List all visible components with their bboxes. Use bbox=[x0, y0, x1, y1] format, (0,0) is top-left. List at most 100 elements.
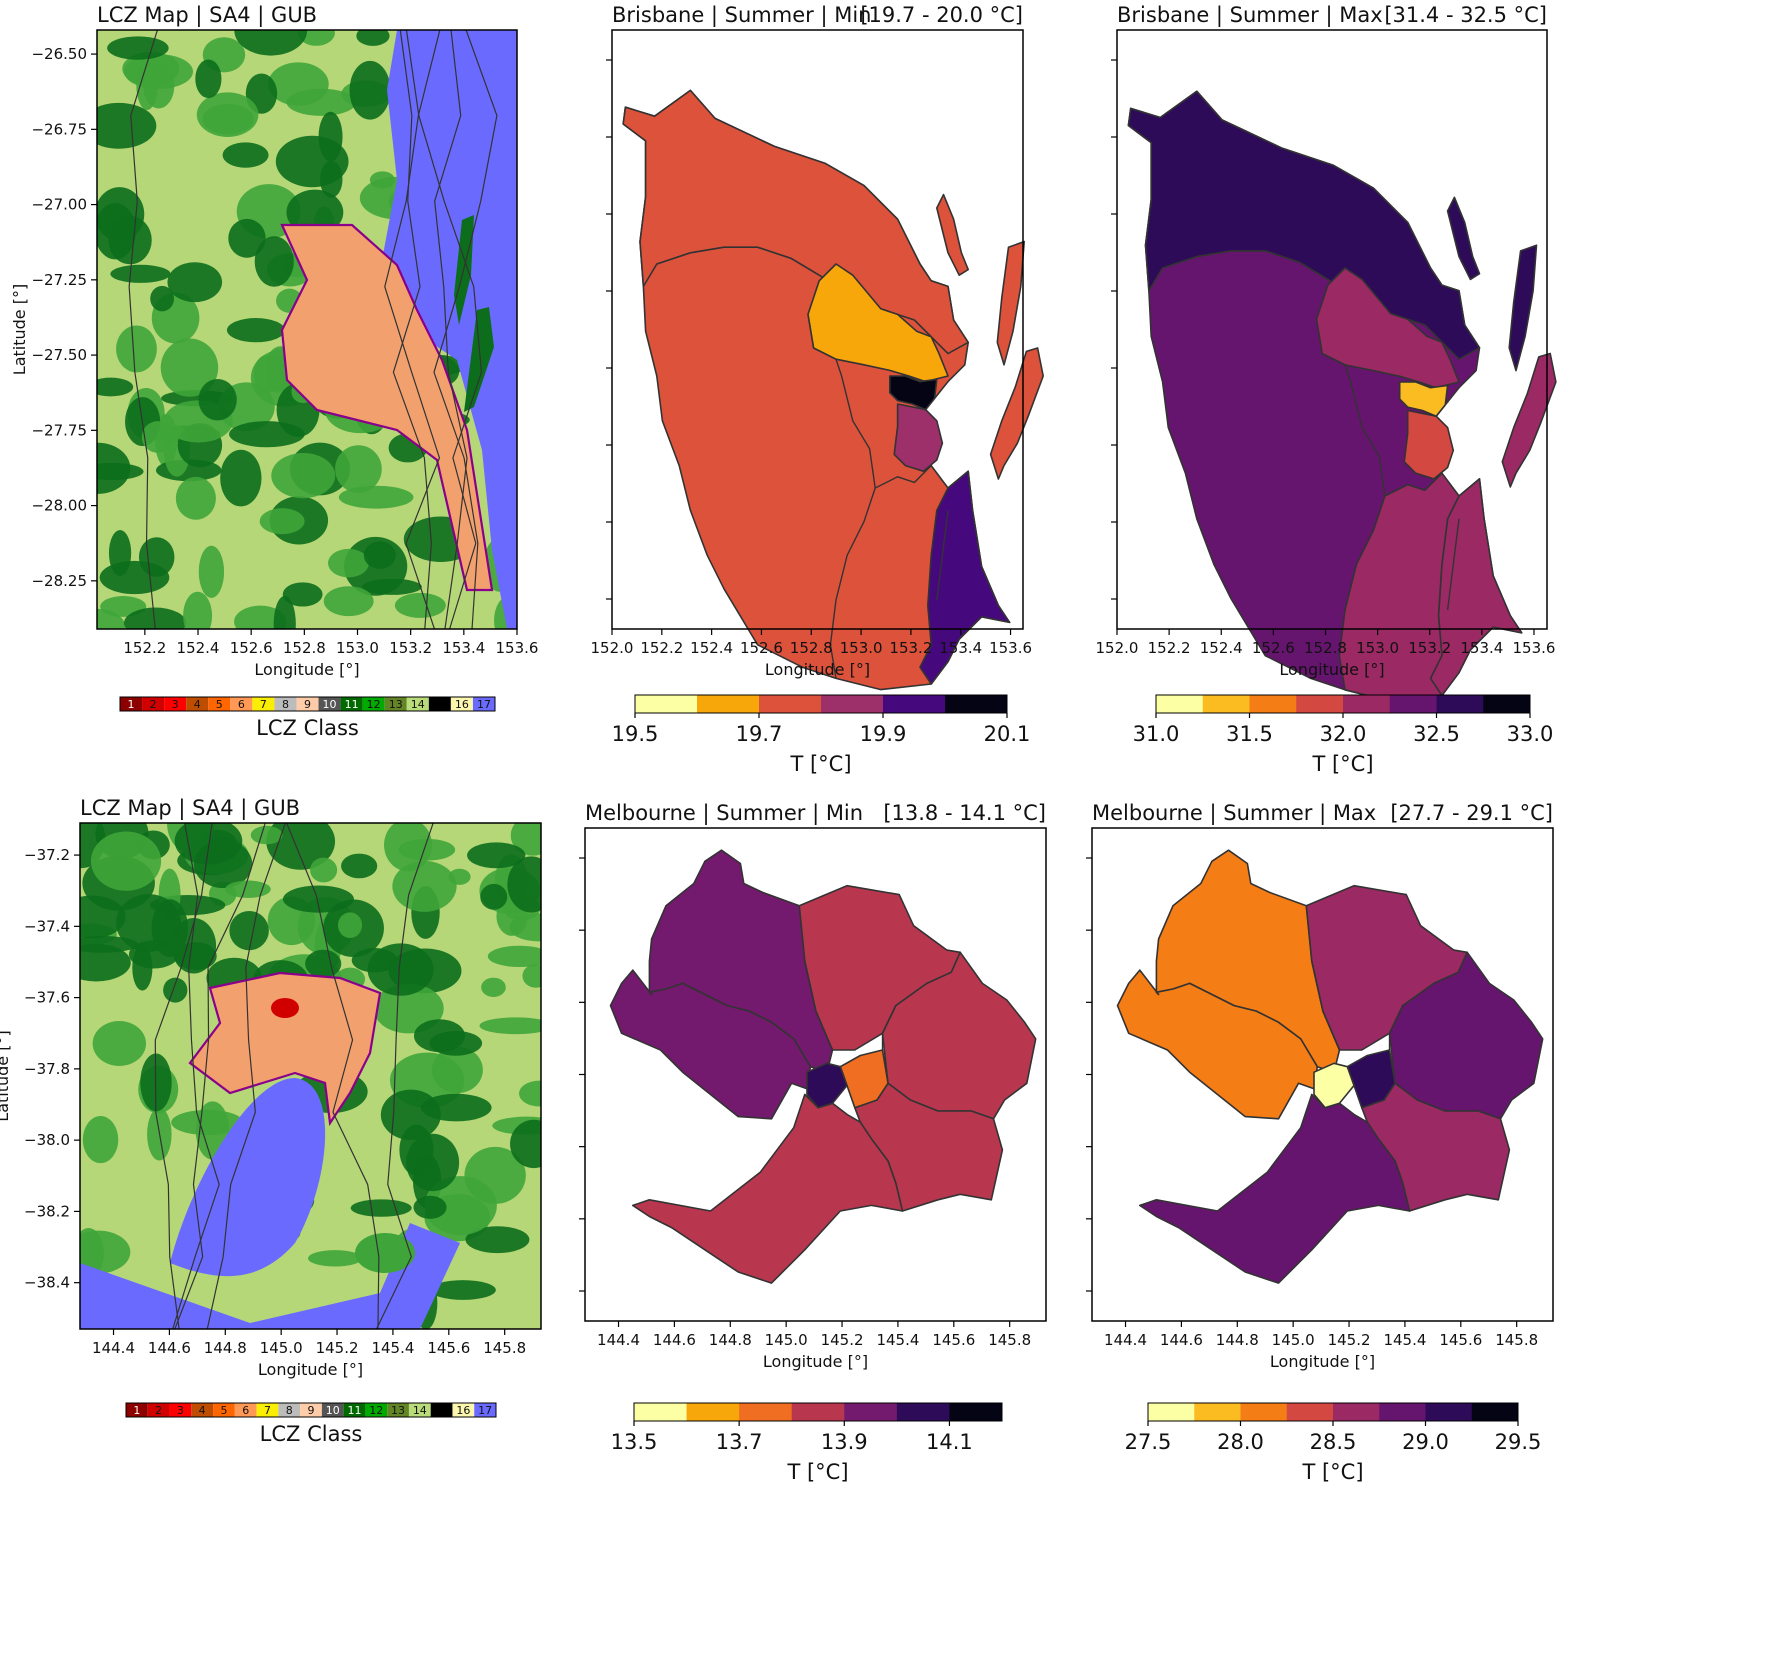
region-inner-south bbox=[1403, 409, 1455, 480]
lcz-class-number: 10 bbox=[326, 1404, 340, 1417]
lcz-vegetation bbox=[198, 379, 237, 421]
lcz-vegetation bbox=[479, 1017, 541, 1035]
colorbar-label: T [°C] bbox=[1301, 1460, 1363, 1484]
lcz-vegetation bbox=[171, 1109, 244, 1136]
region-inner bbox=[1313, 1062, 1355, 1109]
colorbar-frame bbox=[634, 694, 1008, 714]
bris-lcz-axes: LCZ Map | SA4 | GUB 152.2 152.4 152.6 152.8 1… bbox=[10, 3, 538, 679]
lcz-vegetation bbox=[90, 831, 162, 891]
lcz-vegetation bbox=[97, 102, 157, 149]
lcz-vegetation bbox=[174, 823, 243, 865]
lcz-vegetation bbox=[373, 983, 444, 1034]
ytick-label: −37.2 bbox=[24, 846, 70, 864]
lcz-vegetation bbox=[350, 1199, 412, 1217]
region-mornington bbox=[1139, 1093, 1411, 1284]
xtick-label: 153.2 bbox=[389, 639, 432, 657]
lcz-vegetation bbox=[481, 977, 506, 997]
lcz-swatch bbox=[343, 1403, 366, 1417]
xtick-label: 145.2 bbox=[1328, 1331, 1371, 1349]
lcz-vegetation bbox=[80, 943, 131, 982]
xtick-label: 145.0 bbox=[260, 1339, 303, 1357]
mel-max-xlabel: Longitude [°] bbox=[1270, 1352, 1375, 1371]
mel-lcz-title: LCZ Map | SA4 | GUB bbox=[80, 796, 300, 821]
colorbar-tick-label: 29.0 bbox=[1402, 1430, 1449, 1454]
xtick-label: 144.4 bbox=[597, 1331, 640, 1349]
lcz-vegetation bbox=[167, 262, 223, 303]
xtick-label: 144.6 bbox=[653, 1331, 696, 1349]
lcz-swatch bbox=[387, 1403, 409, 1417]
mel-lcz-frame bbox=[79, 822, 542, 1330]
colorbar-bin bbox=[739, 1403, 793, 1421]
lcz-class-number: 16 bbox=[456, 1404, 470, 1417]
bris-min-title: Brisbane | Summer | Min bbox=[612, 3, 871, 28]
colorbar-tick-label: 32.0 bbox=[1320, 722, 1367, 746]
lcz-vegetation bbox=[308, 1250, 363, 1267]
lcz-class-number: 3 bbox=[177, 1404, 184, 1417]
bris-lcz-raster bbox=[97, 30, 517, 629]
xtick-label: 145.8 bbox=[483, 1339, 526, 1357]
lcz-swatch bbox=[408, 1403, 431, 1417]
ytick-label: −28.00 bbox=[31, 497, 87, 515]
sa4-boundary-3 bbox=[936, 510, 949, 601]
ytick-label: −27.50 bbox=[31, 346, 87, 364]
region-inner-east bbox=[1346, 1049, 1396, 1109]
lcz-vegetation bbox=[420, 1093, 492, 1122]
colorbar-tick-label: 31.5 bbox=[1226, 722, 1273, 746]
xtick-label: 152.2 bbox=[1148, 639, 1191, 657]
xtick-label: 153.6 bbox=[989, 639, 1032, 657]
lcz-class-number: 13 bbox=[389, 698, 403, 711]
bris-min-xlabel: Longitude [°] bbox=[765, 660, 870, 679]
colorbar-bin bbox=[1286, 1403, 1334, 1421]
xtick-label: 145.0 bbox=[1272, 1331, 1315, 1349]
lcz-vegetation bbox=[229, 421, 305, 448]
xtick-label: 145.8 bbox=[1495, 1331, 1538, 1349]
lcz-class-number: 14 bbox=[413, 1404, 427, 1417]
lcz-vegetation bbox=[509, 913, 541, 942]
xtick-label: 153.0 bbox=[1356, 639, 1399, 657]
lcz-swatch bbox=[430, 1403, 453, 1417]
lcz-class-number: 3 bbox=[172, 698, 179, 711]
ytick-label: −38.0 bbox=[24, 1131, 70, 1149]
colorbar-label: T [°C] bbox=[786, 1460, 848, 1484]
colorbar-bin bbox=[949, 1403, 1003, 1421]
region-mornington bbox=[632, 1093, 904, 1284]
lcz-sa4-line bbox=[376, 823, 434, 1329]
ytick-label: −26.75 bbox=[31, 120, 87, 138]
bris-lcz-xlabel: Longitude [°] bbox=[254, 660, 359, 679]
region-inner-east bbox=[839, 1049, 889, 1109]
lcz-swatch bbox=[321, 1403, 344, 1417]
lcz-vegetation bbox=[467, 842, 526, 869]
colorbar-tick-label: 19.7 bbox=[736, 722, 783, 746]
colorbar-bin bbox=[1471, 1403, 1519, 1421]
colorbar-bin bbox=[1389, 695, 1437, 713]
colorbar-bin bbox=[1296, 695, 1344, 713]
lcz-vegetation bbox=[297, 30, 335, 46]
lcz-vegetation bbox=[116, 325, 157, 373]
xtick-label: 144.8 bbox=[204, 1339, 247, 1357]
bris-min-colorbar: 19.5 19.7 19.9 20.1 T [°C] bbox=[612, 694, 1030, 776]
lcz-vegetation bbox=[136, 58, 158, 110]
xtick-label: 153.6 bbox=[496, 639, 539, 657]
bris-min-map bbox=[622, 89, 1044, 691]
lcz-urban-gub bbox=[188, 971, 382, 1127]
lcz-vegetation bbox=[356, 30, 390, 46]
lcz-cbd bbox=[271, 998, 299, 1018]
lcz-vegetation bbox=[151, 899, 189, 958]
lcz-class-number: 1 bbox=[133, 1404, 140, 1417]
xtick-label: 152.4 bbox=[690, 639, 733, 657]
bris-max-title: Brisbane | Summer | Max bbox=[1117, 3, 1383, 28]
xtick-label: 152.2 bbox=[640, 639, 683, 657]
bris-max-range-label: [31.4 - 32.5 °C] bbox=[1384, 3, 1547, 27]
colorbar-tick-label: 32.5 bbox=[1413, 722, 1460, 746]
lcz-class-number: 9 bbox=[308, 1404, 315, 1417]
lcz-swatch bbox=[252, 697, 275, 711]
lcz-swatch bbox=[213, 1403, 235, 1417]
lcz-vegetation bbox=[363, 541, 396, 569]
colorbar-label: T [°C] bbox=[1311, 752, 1373, 776]
lcz-vegetation bbox=[80, 895, 126, 939]
lcz-swatch bbox=[126, 1403, 148, 1417]
lcz-vegetation bbox=[413, 1195, 447, 1219]
xtick-label: 152.8 bbox=[790, 639, 833, 657]
colorbar-bin bbox=[945, 695, 1008, 713]
bris-min-axes: Brisbane | Summer | Min[19.7 - 20.0 °C] 1… bbox=[591, 3, 1032, 679]
